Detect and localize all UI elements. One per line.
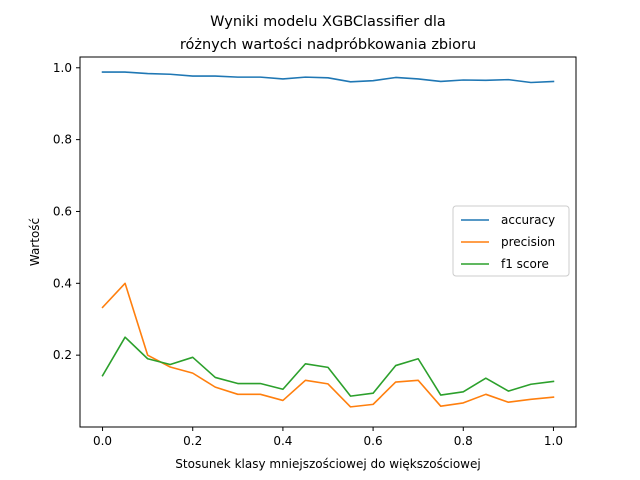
x-tick-label: 0.4 — [273, 434, 292, 448]
x-tick-label: 0.8 — [454, 434, 473, 448]
y-tick-label: 1.0 — [53, 61, 72, 75]
series-line-accuracy — [101, 71, 555, 84]
x-tick-label: 1.0 — [544, 434, 563, 448]
legend-label: precision — [501, 235, 555, 249]
y-tick-label: 0.6 — [53, 204, 72, 218]
legend-label: accuracy — [501, 213, 555, 227]
chart-title-line-1: Wyniki modelu XGBClassifier dla — [210, 14, 446, 30]
y-tick-label: 0.2 — [53, 348, 72, 362]
series-lines — [101, 71, 555, 408]
y-axis-label: Wartość — [28, 218, 42, 266]
chart-title-line-2: różnych wartości nadpróbkowania zbioru — [180, 37, 476, 53]
x-axis: 0.0 0.2 0.4 0.6 0.8 1.0 — [93, 427, 563, 448]
legend: accuracy precision f1 score — [452, 205, 570, 277]
series-line-f1-score — [101, 336, 555, 397]
y-tick-label: 0.4 — [53, 276, 72, 290]
x-tick-label: 0.0 — [93, 434, 112, 448]
x-axis-label: Stosunek klasy mniejszościowej do większ… — [175, 457, 480, 471]
series-line-precision — [101, 282, 555, 408]
x-tick-label: 0.6 — [364, 434, 383, 448]
y-axis: 0.2 0.4 0.6 0.8 1.0 — [53, 61, 80, 362]
x-tick-label: 0.2 — [183, 434, 202, 448]
legend-label: f1 score — [501, 257, 549, 271]
legend-box — [452, 205, 570, 277]
y-tick-label: 0.8 — [53, 133, 72, 147]
